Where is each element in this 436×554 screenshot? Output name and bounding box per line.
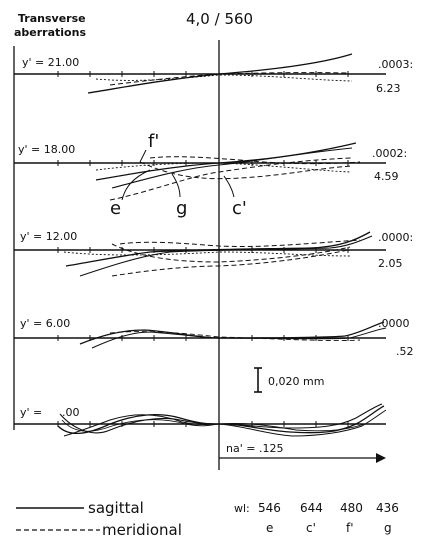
wl-name-g: g <box>384 521 392 535</box>
callout-e: e <box>110 198 121 219</box>
panel-y18: y' = 18.00 .0002: 4.59 f' e g c' <box>14 131 407 219</box>
panel-value-top: .0002: <box>372 147 407 160</box>
curve-sagittal-2 <box>59 403 383 434</box>
scale-bar: 0,020 mm <box>254 367 324 393</box>
axis-ticks <box>57 71 349 77</box>
wl-name-e: e <box>266 521 273 535</box>
curve-sagittal <box>87 53 353 94</box>
legend-dashed-label: meridional <box>102 521 182 539</box>
curve-meridional-g <box>139 161 353 180</box>
panel-y21: y' = 21.00 .0003: 6.23 <box>14 53 413 95</box>
curve-meridional-c <box>109 157 353 201</box>
callout-line-f <box>139 149 147 163</box>
panel-label: y' = 12.00 <box>20 230 77 243</box>
panel-value-top: .0000 <box>378 317 410 330</box>
aperture-indicator: na' = .125 <box>219 442 386 463</box>
curve-blue <box>95 162 351 173</box>
curve-meridional-e <box>149 156 361 165</box>
wl-value-f: 480 <box>340 501 363 515</box>
wl-name-f: f' <box>346 521 354 535</box>
aperture-arrow-head <box>376 453 386 463</box>
curve-sagittal-e <box>95 142 357 181</box>
panel-value-top: .0003: <box>378 58 413 71</box>
panel-label: y' = 6.00 <box>20 317 70 330</box>
scale-bar-label: 0,020 mm <box>268 375 324 388</box>
panel-y6: y' = 6.00 .0000 .52 <box>14 317 414 358</box>
curve-meridional-c <box>111 249 349 277</box>
curve-sagittal <box>57 405 385 434</box>
legend: sagittal meridional wl: 546 644 480 436 … <box>16 499 399 539</box>
axis-ticks <box>57 160 349 166</box>
curve-sagittal-g <box>111 147 353 189</box>
wl-value-e: 546 <box>258 501 281 515</box>
panel-label: y' = 18.00 <box>18 143 75 156</box>
callout-line-e <box>121 169 151 201</box>
wl-value-c: 644 <box>300 501 323 515</box>
panel-label-value: .00 <box>62 406 80 419</box>
callout-line-c <box>223 175 235 198</box>
curve-sagittal-g <box>79 235 373 277</box>
title-line1: Transverse <box>18 12 86 25</box>
callout-f: f' <box>148 131 159 152</box>
curve-sagittal-e <box>65 231 371 267</box>
curve-sagittal-2 <box>91 327 387 349</box>
wl-prefix: wl: <box>234 502 250 515</box>
lens-spec: 4,0 / 560 <box>186 10 253 28</box>
panel-value-bottom: .52 <box>396 345 414 358</box>
panel-label: y' = 21.00 <box>22 56 79 69</box>
curve-meridional-g <box>119 239 361 248</box>
curve-meridional-e <box>111 243 351 263</box>
callout-line-g <box>171 173 181 198</box>
callout-c: c' <box>232 198 247 219</box>
wl-value-g: 436 <box>376 501 399 515</box>
aperture-label: na' = .125 <box>226 442 283 455</box>
curve-blue <box>63 251 351 257</box>
wl-name-c: c' <box>306 521 316 535</box>
callout-g: g <box>176 198 187 219</box>
legend-solid-label: sagittal <box>88 499 144 517</box>
title-line2: aberrations <box>14 26 86 39</box>
panel-value-top: .0000: <box>378 231 413 244</box>
panel-value-bottom: 2.05 <box>378 257 403 270</box>
panel-value-bottom: 4.59 <box>374 170 399 183</box>
panel-value-bottom: 6.23 <box>376 82 401 95</box>
panel-label: y' = <box>20 406 42 419</box>
curve-blue <box>95 74 353 82</box>
panel-y0: y' = .00 <box>14 403 387 437</box>
curve-sagittal-4 <box>61 419 365 432</box>
panel-y12: y' = 12.00 .0000: 2.05 <box>14 230 413 277</box>
